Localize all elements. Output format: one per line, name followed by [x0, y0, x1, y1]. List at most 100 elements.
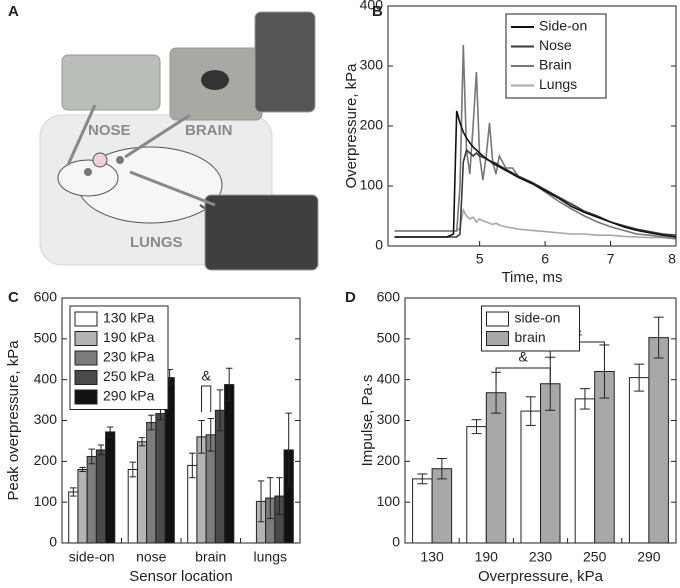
plot-frame: [387, 5, 677, 247]
bar: [520, 410, 541, 544]
bar: [77, 469, 88, 544]
photo-nose: [61, 54, 161, 111]
panel-label: A: [8, 3, 19, 20]
x-tick-label: 290: [637, 549, 661, 565]
y-tick-label: 400: [377, 370, 401, 386]
legend-label: 230 kPa: [103, 349, 155, 365]
x-axis-label: Time, ms: [501, 269, 562, 286]
error-bar: [106, 426, 114, 438]
annotation: &: [201, 368, 211, 384]
bar: [105, 431, 116, 544]
label: BRAIN: [185, 122, 233, 139]
annotation: &: [518, 349, 528, 365]
y-tick-label: 600: [377, 289, 401, 305]
legend-label: 290 kPa: [103, 388, 155, 404]
x-tick-label: 7: [607, 251, 615, 267]
photo-lungs: [204, 194, 319, 271]
series-line: [394, 110, 677, 238]
x-tick-label: 8: [668, 251, 676, 267]
bar: [68, 491, 79, 544]
y-tick-label: 100: [34, 493, 58, 509]
legend-swatch: [74, 311, 98, 327]
label: LUNGS: [130, 234, 183, 251]
bracket: [201, 385, 212, 412]
bar: [86, 455, 97, 544]
error-bar: [148, 414, 155, 431]
error-bar: [525, 396, 536, 426]
legend-label: side-on: [515, 310, 561, 326]
bar: [628, 377, 650, 544]
bar: [431, 468, 453, 544]
legend-swatch: [486, 331, 509, 346]
x-tick-label: 190: [475, 549, 499, 565]
y-tick-label: 100: [360, 177, 384, 193]
arrow: [66, 104, 97, 166]
y-tick-label: 200: [377, 452, 401, 468]
x-tick-label: 6: [541, 251, 549, 267]
bar: [224, 384, 235, 544]
y-tick-label: 600: [34, 289, 58, 305]
legend-label: Lungs: [539, 76, 577, 92]
rat-head: [57, 159, 119, 197]
x-tick-label: 5: [476, 251, 484, 267]
bracket: [495, 367, 551, 385]
error-bar: [257, 480, 265, 523]
photo-skull: [254, 11, 316, 113]
legend-label: Nose: [539, 37, 572, 53]
x-tick-label: brain: [195, 549, 226, 565]
series-line: [394, 148, 677, 238]
error-bar: [653, 316, 664, 359]
legend-label: 130 kPa: [103, 310, 155, 326]
legend-label: Brain: [539, 57, 572, 73]
rat-ear: [92, 152, 108, 168]
y-axis-label: Overpressure, kPa: [343, 63, 360, 189]
legend-swatch: [74, 350, 98, 366]
error-bar: [216, 389, 224, 432]
y-tick-label: 100: [377, 493, 401, 509]
legend-swatch: [74, 370, 98, 385]
series-line: [394, 207, 677, 240]
photo-detail: [201, 70, 229, 90]
error-bar: [129, 461, 137, 478]
panel-a: A NOSE BRAIN LUNGS: [8, 3, 319, 271]
y-tick-label: 500: [34, 330, 58, 346]
error-bar: [471, 419, 482, 435]
x-tick-label: 230: [529, 549, 553, 565]
error-bar: [79, 466, 86, 473]
error-bar: [97, 444, 105, 456]
legend-label: Side-on: [539, 18, 587, 34]
error-bar: [225, 367, 233, 402]
x-tick-label: 130: [420, 549, 444, 565]
panel-label: D: [345, 289, 356, 306]
y-tick-label: 400: [34, 370, 58, 386]
y-tick-label: 200: [360, 117, 384, 133]
legend-label: brain: [515, 329, 546, 345]
error-bar: [198, 420, 205, 454]
legend-label: 250 kPa: [103, 368, 155, 384]
y-tick-label: 300: [377, 411, 401, 427]
error-bar: [267, 477, 274, 519]
y-tick-label: 500: [377, 330, 401, 346]
error-bar: [436, 457, 447, 480]
bar: [155, 413, 166, 544]
plot-frame: [404, 297, 677, 544]
sensor-dot: [84, 168, 92, 176]
legend-swatch: [486, 311, 509, 327]
legend-swatch: [74, 389, 98, 405]
y-axis-label: Peak overpressure, kPa: [5, 340, 22, 501]
y-tick-label: 0: [375, 237, 383, 253]
arrow: [124, 113, 191, 159]
y-tick-label: 300: [34, 411, 58, 427]
y-tick-label: 0: [392, 534, 400, 550]
bar: [466, 426, 487, 544]
y-tick-label: 400: [360, 0, 384, 13]
panel-label: B: [372, 3, 383, 20]
bar: [146, 422, 157, 544]
bar: [648, 337, 669, 544]
bar: [574, 398, 596, 544]
bar: [136, 441, 148, 544]
bar: [95, 449, 107, 544]
error-bar: [207, 417, 214, 452]
series-line: [394, 44, 677, 240]
